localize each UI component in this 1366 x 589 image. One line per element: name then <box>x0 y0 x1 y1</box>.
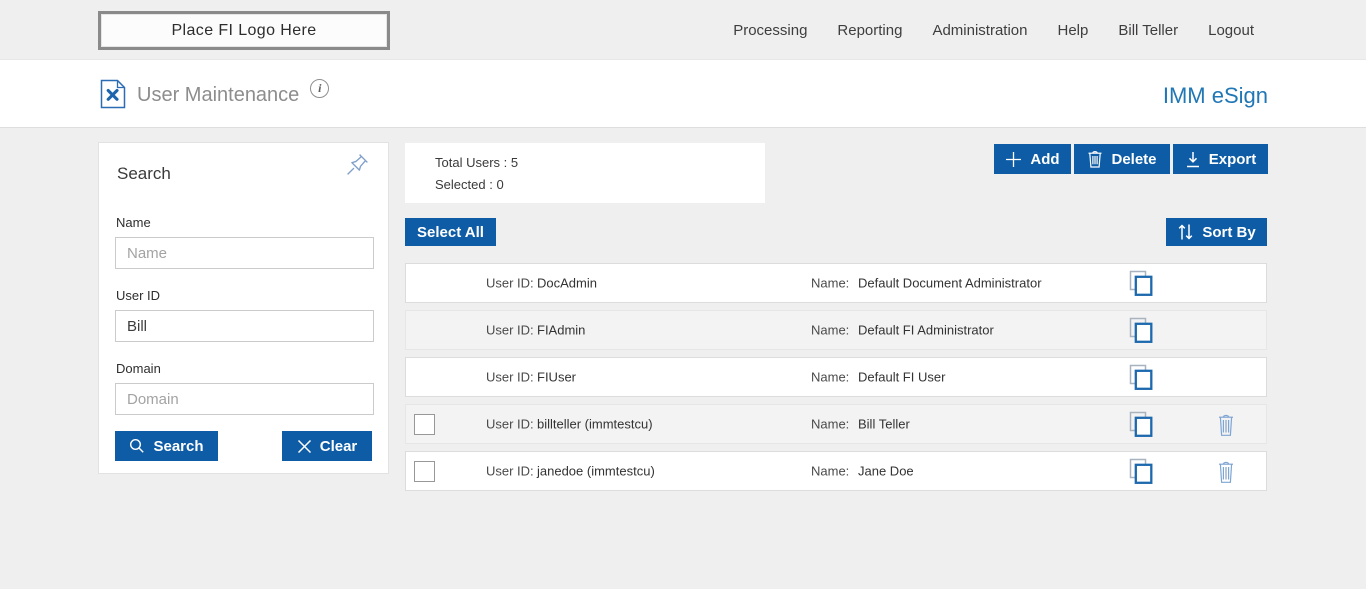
table-row: User ID: DocAdmin Name: Default Document… <box>405 263 1267 303</box>
fi-logo-text: Place FI Logo Here <box>171 21 317 39</box>
nav-item-logout[interactable]: Logout <box>1208 21 1254 39</box>
page-header: User Maintenance i IMM eSign <box>0 60 1366 128</box>
export-button-label: Export <box>1208 150 1257 168</box>
nav-item-help[interactable]: Help <box>1057 21 1089 39</box>
copy-user-icon[interactable] <box>1129 458 1154 485</box>
search-button[interactable]: Search <box>115 431 218 461</box>
row-name-value: Bill Teller <box>858 416 910 432</box>
delete-user-icon[interactable] <box>1216 413 1236 437</box>
clear-button[interactable]: Clear <box>282 431 372 461</box>
row-user-id-value: FIAdmin <box>537 322 586 338</box>
domain-field[interactable] <box>115 383 374 415</box>
user-id-field-label: User ID <box>116 288 161 303</box>
selected-line: Selected : 0 <box>435 177 765 192</box>
row-user-id-value: FIUser <box>537 369 576 385</box>
table-row: User ID: billteller (immtestcu) Name: Bi… <box>405 404 1267 444</box>
row-user-id-value: janedoe (immtestcu) <box>537 463 655 479</box>
info-icon[interactable]: i <box>310 79 330 98</box>
clear-button-label: Clear <box>319 437 358 455</box>
row-name-value: Default Document Administrator <box>858 275 1042 291</box>
row-checkbox[interactable] <box>414 414 435 435</box>
row-user-id-value: DocAdmin <box>537 275 597 291</box>
row-name-value: Default FI Administrator <box>858 322 994 338</box>
copy-user-icon[interactable] <box>1129 270 1154 297</box>
pin-icon[interactable] <box>345 152 370 182</box>
row-name-label: Name: <box>811 463 850 479</box>
table-row: User ID: janedoe (immtestcu) Name: Jane … <box>405 451 1267 491</box>
selected-value: 0 <box>496 176 504 192</box>
total-users-value: 5 <box>510 154 519 170</box>
table-row: User ID: FIAdmin Name: Default FI Admini… <box>405 310 1267 350</box>
summary-box: Total Users : 5 Selected : 0 <box>405 143 765 203</box>
row-user-id-label: User ID: <box>486 275 534 291</box>
delete-button[interactable]: Delete <box>1074 144 1170 174</box>
sort-by-button-label: Sort By <box>1202 223 1256 241</box>
table-row: User ID: FIUser Name: Default FI User <box>405 357 1267 397</box>
add-button-label: Add <box>1030 150 1060 168</box>
domain-field-label: Domain <box>116 361 161 376</box>
row-name-label: Name: <box>811 369 850 385</box>
copy-user-icon[interactable] <box>1129 411 1154 438</box>
total-users-line: Total Users : 5 <box>435 155 765 170</box>
page-title: User Maintenance <box>137 84 300 106</box>
row-checkbox[interactable] <box>414 461 435 482</box>
sort-by-button[interactable]: Sort By <box>1166 218 1267 246</box>
selected-label: Selected : <box>435 176 493 192</box>
page-title-group: User Maintenance i <box>100 77 330 114</box>
row-name-value: Default FI User <box>858 369 946 385</box>
nav-item-processing[interactable]: Processing <box>733 21 808 39</box>
row-user-id-label: User ID: <box>486 463 534 479</box>
delete-user-icon[interactable] <box>1216 460 1236 484</box>
row-name-label: Name: <box>811 275 850 291</box>
search-panel: Search Name User ID Domain Search <box>98 142 389 474</box>
user-id-field[interactable] <box>115 310 374 342</box>
export-button[interactable]: Export <box>1173 144 1268 174</box>
row-user-id-label: User ID: <box>486 322 534 338</box>
select-all-button[interactable]: Select All <box>405 218 496 246</box>
main-content: Search Name User ID Domain Search <box>0 128 1366 589</box>
name-field-label: Name <box>116 215 151 230</box>
copy-user-icon[interactable] <box>1129 317 1154 344</box>
main-nav: Processing Reporting Administration Help… <box>733 0 1254 60</box>
user-list: User ID: DocAdmin Name: Default Document… <box>405 263 1267 491</box>
add-button[interactable]: Add <box>994 144 1071 174</box>
search-panel-title: Search <box>117 164 171 183</box>
row-name-value: Jane Doe <box>858 463 914 479</box>
row-user-id-label: User ID: <box>486 369 534 385</box>
total-users-label: Total Users : <box>435 154 508 170</box>
fi-logo-placeholder: Place FI Logo Here <box>98 11 390 50</box>
brand-title: IMM eSign <box>1162 83 1268 108</box>
name-field[interactable] <box>115 237 374 269</box>
row-user-id-label: User ID: <box>486 416 534 432</box>
row-user-id-value: billteller (immtestcu) <box>537 416 653 432</box>
nav-item-administration[interactable]: Administration <box>932 21 1028 39</box>
row-name-label: Name: <box>811 416 850 432</box>
delete-button-label: Delete <box>1111 150 1157 168</box>
copy-user-icon[interactable] <box>1129 364 1154 391</box>
search-button-label: Search <box>153 437 204 455</box>
top-bar: Place FI Logo Here Processing Reporting … <box>0 0 1366 60</box>
list-toolbar: Add Delete Export <box>994 144 1268 174</box>
nav-item-reporting[interactable]: Reporting <box>837 21 903 39</box>
user-maintenance-doc-icon <box>100 79 126 114</box>
row-name-label: Name: <box>811 322 850 338</box>
select-all-button-label: Select All <box>417 223 484 241</box>
nav-item-user-menu[interactable]: Bill Teller <box>1118 21 1179 39</box>
